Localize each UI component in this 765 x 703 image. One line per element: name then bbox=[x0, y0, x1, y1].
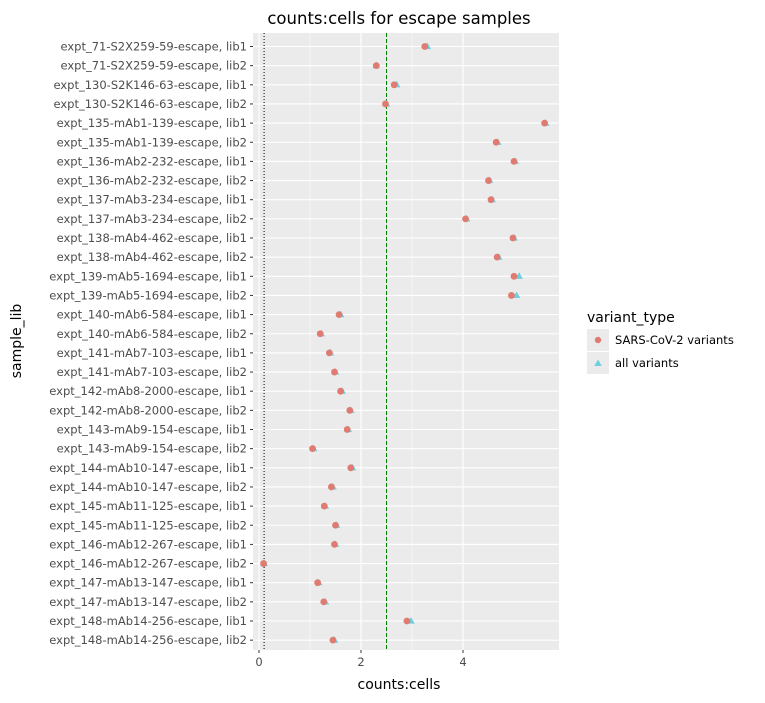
point-sars-cov-2 bbox=[331, 368, 338, 376]
point-sars-cov-2 bbox=[332, 521, 339, 529]
y-tick-label: expt_135-mAb1-139-escape, lib1 bbox=[57, 116, 247, 130]
point-sars-cov-2 bbox=[390, 81, 398, 89]
point-sars-cov-2 bbox=[508, 292, 515, 299]
y-tick-label: expt_142-mAb8-2000-escape, lib1 bbox=[49, 384, 247, 398]
point-sars-cov-2 bbox=[421, 43, 429, 50]
y-tick-label: expt_139-mAb5-1694-escape, lib2 bbox=[49, 288, 247, 302]
point-sars-cov-2 bbox=[331, 541, 338, 548]
y-tick-label: expt_71-S2X259-59-escape, lib1 bbox=[60, 40, 247, 54]
y-tick-label: expt_141-mAb7-103-escape, lib2 bbox=[57, 365, 247, 379]
point-sars-cov-2 bbox=[485, 177, 492, 184]
x-tick-label: 0 bbox=[255, 655, 262, 669]
y-axis-ticks: expt_71-S2X259-59-escape, lib1 expt_71-S2… bbox=[49, 40, 253, 647]
point-sars-cov-2 bbox=[329, 636, 337, 644]
y-tick-label: expt_137-mAb3-234-escape, lib2 bbox=[57, 212, 247, 226]
point-sars-cov-2 bbox=[320, 598, 328, 606]
point-sars-cov-2 bbox=[509, 234, 517, 242]
y-tick-label: expt_143-mAb9-154-escape, lib2 bbox=[57, 442, 247, 456]
point-sars-cov-2 bbox=[541, 119, 548, 127]
y-axis-title: sample_lib bbox=[9, 304, 25, 379]
reference-lines bbox=[263, 33, 387, 650]
point-sars-cov-2 bbox=[328, 483, 335, 491]
y-tick-label: expt_141-mAb7-103-escape, lib1 bbox=[57, 346, 247, 360]
y-tick-label: expt_145-mAb11-125-escape, lib2 bbox=[49, 518, 247, 532]
y-tick-label: expt_142-mAb8-2000-escape, lib2 bbox=[49, 403, 247, 417]
point-sars-cov-2 bbox=[260, 560, 267, 567]
y-tick-label: expt_140-mAb6-584-escape, lib2 bbox=[57, 327, 247, 341]
legend-title: variant_type bbox=[587, 310, 675, 326]
x-tick-label: 4 bbox=[459, 655, 466, 669]
point-sars-cov-2 bbox=[462, 215, 469, 223]
point-sars-cov-2 bbox=[337, 387, 344, 395]
point-sars-cov-2 bbox=[372, 62, 380, 70]
point-sars-cov-2 bbox=[335, 311, 343, 318]
legend: variant_type SARS-CoV-2 variants all var… bbox=[587, 310, 734, 374]
y-tick-label: expt_148-mAb14-256-escape, lib1 bbox=[49, 614, 247, 628]
legend-label-all-variants: all variants bbox=[615, 356, 679, 370]
point-sars-cov-2 bbox=[346, 406, 354, 414]
point-sars-cov-2 bbox=[403, 617, 411, 625]
point-sars-cov-2 bbox=[316, 330, 324, 338]
point-sars-cov-2 bbox=[314, 579, 322, 587]
y-tick-label: expt_140-mAb6-584-escape, lib1 bbox=[57, 308, 247, 322]
chart-title: counts:cells for escape samples bbox=[267, 9, 530, 28]
point-sars-cov-2 bbox=[347, 464, 355, 472]
y-tick-label: expt_136-mAb2-232-escape, lib1 bbox=[57, 154, 247, 168]
y-tick-label: expt_139-mAb5-1694-escape, lib1 bbox=[49, 269, 247, 283]
y-tick-label: expt_147-mAb13-147-escape, lib2 bbox=[49, 595, 247, 609]
y-tick-label: expt_147-mAb13-147-escape, lib1 bbox=[49, 576, 247, 590]
legend-label-sars-cov-2: SARS-CoV-2 variants bbox=[615, 333, 734, 347]
y-tick-label: expt_136-mAb2-232-escape, lib2 bbox=[57, 174, 247, 188]
plot-panel bbox=[253, 33, 559, 650]
y-tick-label: expt_143-mAb9-154-escape, lib1 bbox=[57, 423, 247, 437]
point-sars-cov-2 bbox=[492, 138, 500, 146]
y-tick-label: expt_138-mAb4-462-escape, lib2 bbox=[57, 250, 247, 264]
y-tick-label: expt_138-mAb4-462-escape, lib1 bbox=[57, 231, 247, 245]
point-sars-cov-2 bbox=[309, 445, 316, 453]
point-sars-cov-2 bbox=[487, 196, 495, 204]
point-sars-cov-2 bbox=[493, 253, 501, 261]
y-tick-label: expt_146-mAb12-267-escape, lib2 bbox=[49, 557, 247, 571]
y-tick-label: expt_137-mAb3-234-escape, lib1 bbox=[57, 193, 247, 207]
x-axis-ticks: 0 2 4 bbox=[255, 650, 467, 669]
point-sars-cov-2 bbox=[510, 272, 518, 280]
y-tick-label: expt_130-S2K146-63-escape, lib1 bbox=[53, 78, 247, 92]
y-tick-label: expt_71-S2X259-59-escape, lib2 bbox=[60, 59, 247, 73]
y-tick-label: expt_148-mAb14-256-escape, lib2 bbox=[49, 633, 247, 647]
point-sars-cov-2 bbox=[382, 100, 389, 108]
y-tick-label: expt_144-mAb10-147-escape, lib1 bbox=[49, 461, 247, 475]
y-tick-label: expt_146-mAb12-267-escape, lib1 bbox=[49, 537, 247, 551]
point-sars-cov-2 bbox=[320, 502, 328, 510]
point-sars-cov-2 bbox=[343, 426, 351, 433]
x-axis-title: counts:cells bbox=[358, 677, 441, 693]
y-tick-label: expt_145-mAb11-125-escape, lib1 bbox=[49, 499, 247, 513]
point-sars-cov-2 bbox=[325, 349, 333, 357]
data-points bbox=[260, 42, 550, 644]
x-tick-label: 2 bbox=[357, 655, 364, 669]
grid-lines bbox=[253, 33, 559, 650]
legend-key-all-variants bbox=[594, 359, 602, 366]
legend-key-sars-cov-2 bbox=[594, 336, 602, 344]
y-tick-label: expt_135-mAb1-139-escape, lib2 bbox=[57, 135, 247, 149]
y-tick-label: expt_130-S2K146-63-escape, lib2 bbox=[53, 97, 247, 111]
y-tick-label: expt_144-mAb10-147-escape, lib2 bbox=[49, 480, 247, 494]
point-sars-cov-2 bbox=[510, 158, 518, 165]
